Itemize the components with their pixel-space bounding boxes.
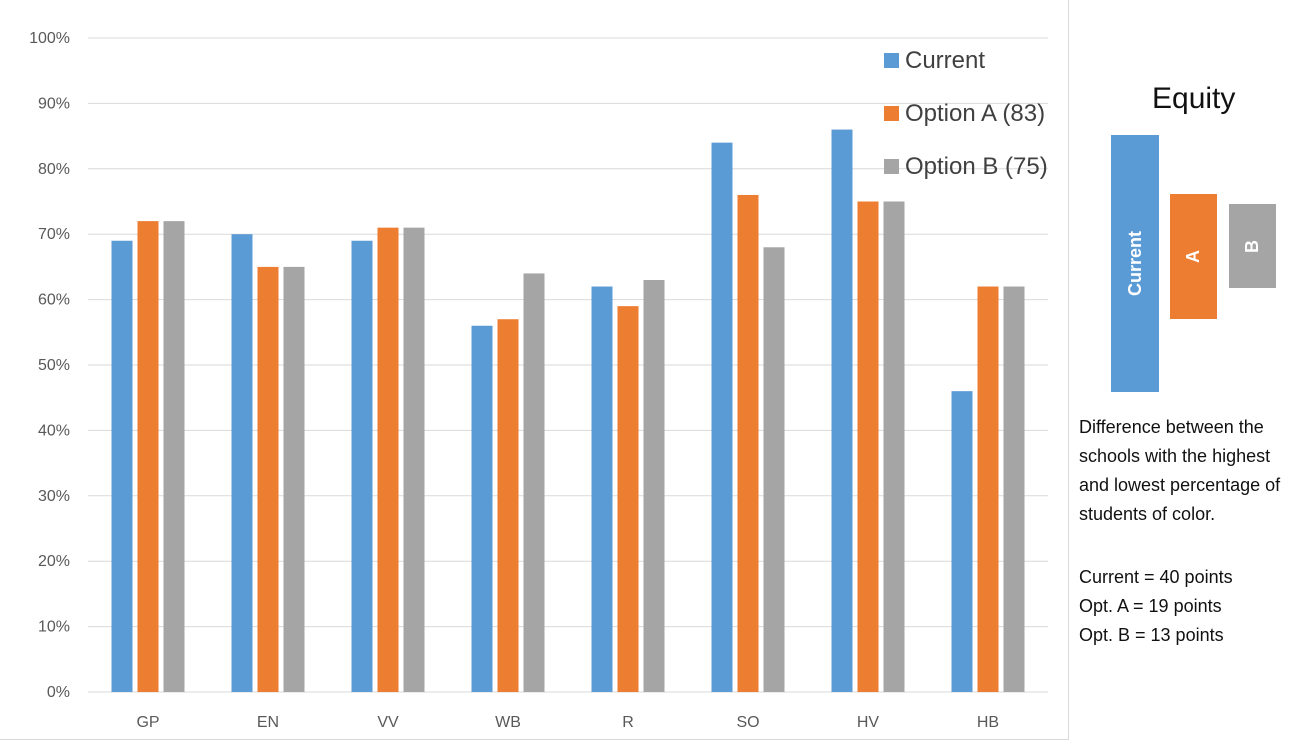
bar-so-series-2 [763, 247, 785, 692]
equity-description: Difference between the schools with the … [1079, 417, 1281, 524]
bar-hb-series-2 [1003, 286, 1025, 692]
bar-en-series-0 [231, 234, 253, 692]
equity-bar-current-label: Current [1124, 230, 1145, 297]
legend-label-option-b: Option B (75) [905, 152, 1048, 180]
points-current: Current = 40 points [1079, 567, 1233, 587]
y-tick-label: 50% [38, 357, 70, 374]
bar-r-series-2 [643, 279, 665, 692]
bar-vv-series-2 [403, 227, 425, 692]
x-tick-label: GP [136, 714, 159, 731]
bar-r-series-0 [591, 286, 613, 692]
legend-swatch-option-b [884, 159, 899, 174]
legend: Current Option A (83) Option B (75) [884, 34, 1048, 193]
y-tick-label: 0% [47, 684, 70, 701]
bar-hv-series-0 [831, 129, 853, 692]
equity-title: Equity [1152, 82, 1236, 115]
bar-so-series-0 [711, 142, 733, 692]
y-tick-label: 20% [38, 553, 70, 570]
x-tick-label: VV [377, 714, 399, 731]
legend-label-current: Current [905, 46, 986, 74]
bar-wb-series-1 [497, 319, 519, 692]
bar-gp-series-2 [163, 221, 185, 692]
y-tick-label: 60% [38, 292, 70, 309]
legend-swatch-option-a [884, 106, 899, 121]
y-tick-label: 40% [38, 422, 70, 439]
equity-bar-a-label: A [1183, 250, 1203, 263]
bar-wb-series-0 [471, 325, 493, 692]
bar-wb-series-2 [523, 273, 545, 692]
points-option-a: Opt. A = 19 points [1079, 596, 1222, 616]
bar-r-series-1 [617, 306, 639, 692]
bar-hb-series-1 [977, 286, 999, 692]
legend-swatch-current [884, 53, 899, 68]
equity-bar-a: A [1170, 194, 1217, 319]
bar-hv-series-2 [883, 201, 905, 692]
x-tick-label: SO [736, 714, 759, 731]
bar-so-series-1 [737, 194, 759, 692]
legend-item-current: Current [884, 34, 1048, 87]
legend-label-option-a: Option A (83) [905, 99, 1046, 127]
points-option-b: Opt. B = 13 points [1079, 625, 1224, 645]
x-tick-label: HB [977, 714, 999, 731]
equity-points: Current = 40 points Opt. A = 19 points O… [1079, 563, 1233, 650]
bar-en-series-1 [257, 266, 279, 692]
y-tick-label: 100% [29, 30, 70, 47]
bar-vv-series-1 [377, 227, 399, 692]
y-tick-label: 90% [38, 95, 70, 112]
legend-item-option-a: Option A (83) [884, 87, 1048, 140]
y-tick-label: 70% [38, 226, 70, 243]
y-tick-label: 10% [38, 619, 70, 636]
bar-hb-series-0 [951, 391, 973, 692]
y-tick-label: 30% [38, 488, 70, 505]
bar-en-series-2 [283, 266, 305, 692]
bar-vv-series-0 [351, 240, 373, 693]
equity-bar-b: B [1229, 204, 1276, 288]
bar-gp-series-1 [137, 221, 159, 692]
bar-hv-series-1 [857, 201, 879, 692]
y-tick-label: 80% [38, 161, 70, 178]
x-tick-label: R [622, 714, 634, 731]
equity-bar-current: Current [1111, 135, 1159, 392]
x-tick-label: EN [257, 714, 279, 731]
bar-gp-series-0 [111, 240, 133, 693]
equity-bar-b-label: B [1242, 239, 1262, 253]
legend-item-option-b: Option B (75) [884, 140, 1048, 193]
x-tick-label: HV [857, 714, 880, 731]
x-tick-label: WB [495, 714, 521, 731]
